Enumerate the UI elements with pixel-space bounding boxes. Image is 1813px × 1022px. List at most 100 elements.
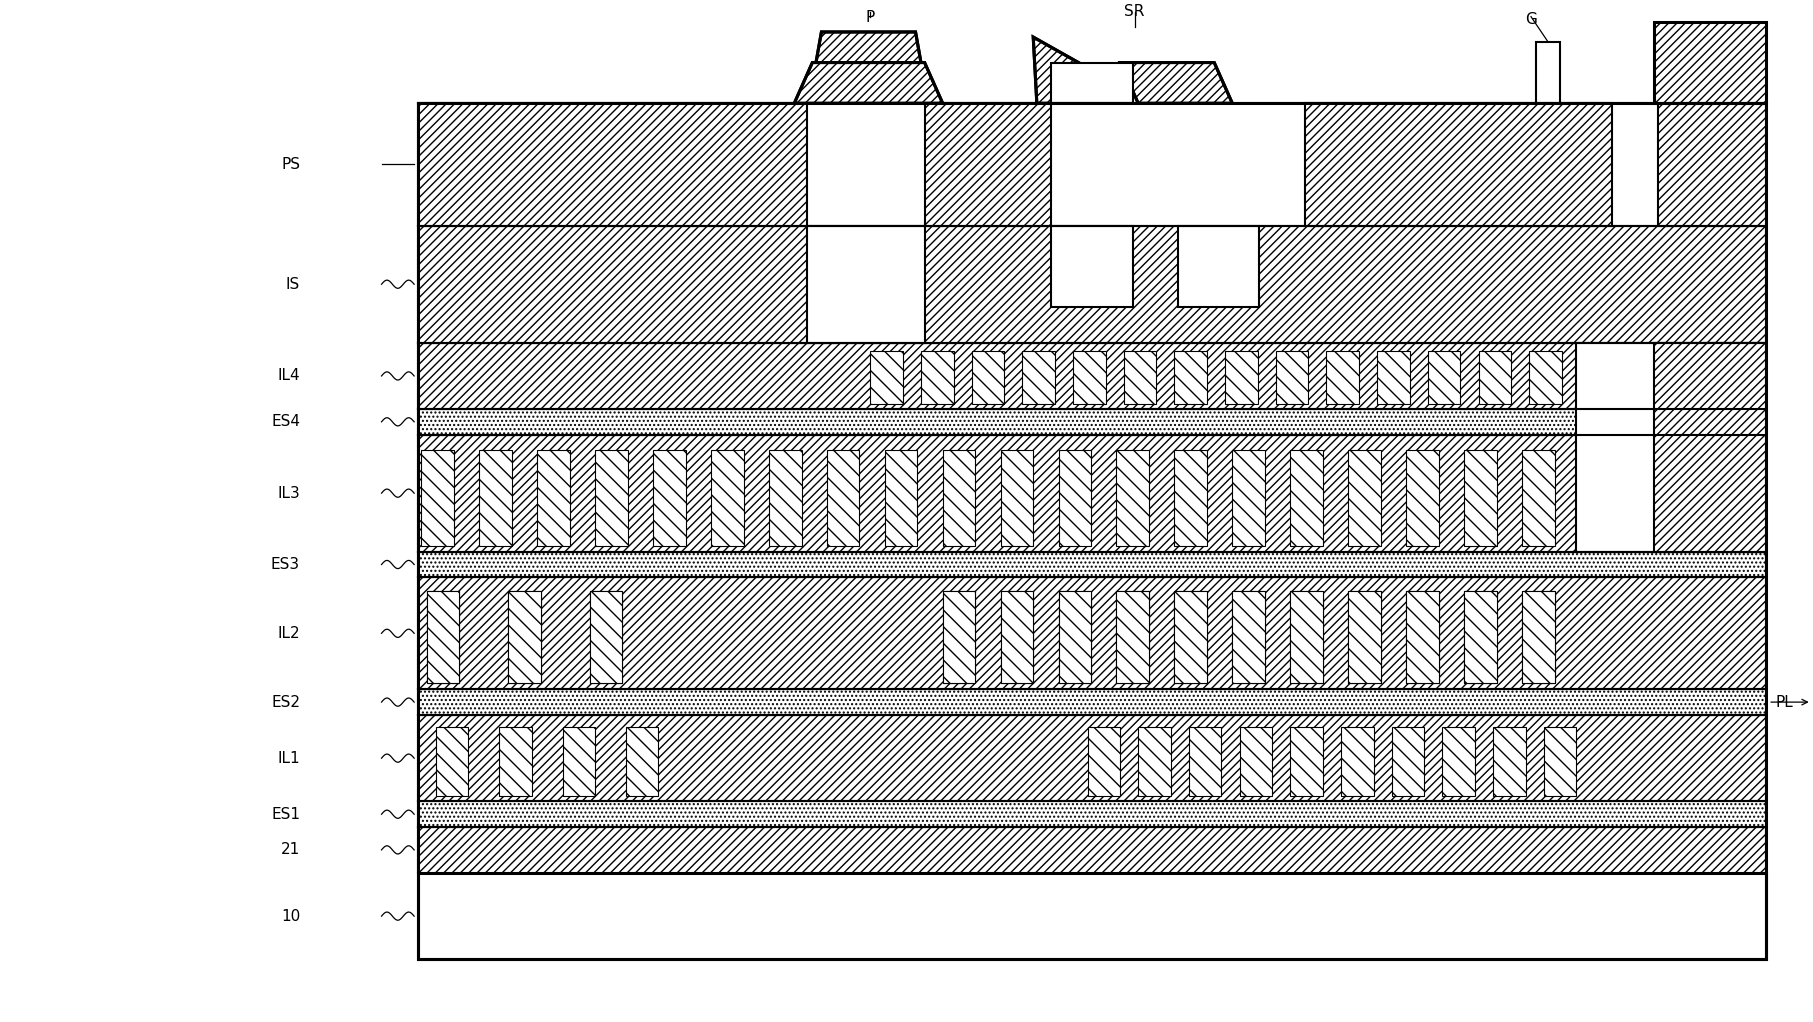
Bar [421,450,453,546]
Bar [1637,450,1670,546]
Bar [1536,42,1559,103]
Bar [1465,592,1498,684]
Bar [1088,727,1120,796]
Bar [426,592,459,684]
Bar [508,592,540,684]
Bar [1175,450,1207,546]
Bar [1579,351,1612,404]
Polygon shape [1120,62,1233,103]
Bar [943,592,975,684]
Bar [943,450,975,546]
Bar [417,342,1766,409]
Bar [417,827,1766,873]
Polygon shape [794,62,943,103]
Bar [417,690,1766,714]
Bar [1240,727,1273,796]
Bar [435,727,468,796]
Text: IL3: IL3 [277,485,301,501]
Bar [1429,351,1461,404]
Bar [1001,592,1033,684]
Bar [1117,450,1149,546]
Text: P: P [865,9,876,25]
Bar [417,103,1766,960]
Bar [417,552,1766,577]
Bar [885,450,917,546]
Bar [1001,450,1033,546]
Bar [1305,103,1612,226]
Bar [1139,727,1171,796]
Bar [1443,727,1476,796]
Text: ES4: ES4 [272,414,301,429]
Bar [1073,351,1106,404]
Bar [1465,592,1498,684]
Bar [1653,21,1766,103]
Bar [1579,450,1612,546]
Bar [625,727,658,796]
Text: 21: 21 [281,842,301,857]
Bar [1528,351,1561,404]
Bar [1059,592,1091,684]
Text: G: G [1525,11,1537,27]
Bar [1175,592,1207,684]
Bar [769,450,801,546]
Bar [1349,592,1382,684]
Bar [479,450,511,546]
Bar [1575,342,1766,552]
Bar [595,450,627,546]
Bar [508,592,540,684]
Bar [1175,592,1207,684]
Bar [1407,592,1440,684]
Text: 10: 10 [281,909,301,924]
Bar [1521,592,1554,684]
Bar [589,592,622,684]
Bar [1178,226,1260,308]
Bar [417,801,1766,827]
Bar [807,226,925,342]
Bar [1276,351,1309,404]
Bar [1695,450,1728,546]
Bar [1465,450,1498,546]
Bar [1117,592,1149,684]
Bar [925,103,1052,226]
Bar [1543,727,1575,796]
Text: ES1: ES1 [272,806,301,822]
Bar [1407,450,1440,546]
Polygon shape [1033,37,1124,103]
Bar [827,450,859,546]
Bar [499,727,531,796]
Text: PL: PL [1775,695,1793,709]
Bar [1378,351,1411,404]
Bar [1059,450,1091,546]
Bar [1342,727,1374,796]
Bar [1479,351,1510,404]
Bar [1233,592,1265,684]
Text: PS: PS [281,157,301,172]
Bar [1521,450,1554,546]
Bar [1291,592,1323,684]
Bar [1407,592,1440,684]
Bar [1291,727,1323,796]
Bar [417,103,807,226]
Bar [417,434,1766,552]
Bar [653,450,685,546]
Bar [711,450,743,546]
Text: IL4: IL4 [277,369,301,383]
Bar [417,409,1766,434]
Polygon shape [812,32,925,103]
Bar [537,450,569,546]
Bar [426,592,459,684]
Bar [1291,450,1323,546]
Bar [417,714,1766,801]
Bar [562,727,595,796]
Bar [972,351,1004,404]
Bar [1521,592,1554,684]
Text: IS: IS [286,277,301,291]
Text: ES3: ES3 [270,557,301,572]
Bar [1653,342,1766,552]
Bar [1023,351,1055,404]
Bar [1059,592,1091,684]
Bar [1052,62,1133,103]
Bar [1124,351,1157,404]
Bar [1327,351,1360,404]
Bar [1349,592,1382,684]
